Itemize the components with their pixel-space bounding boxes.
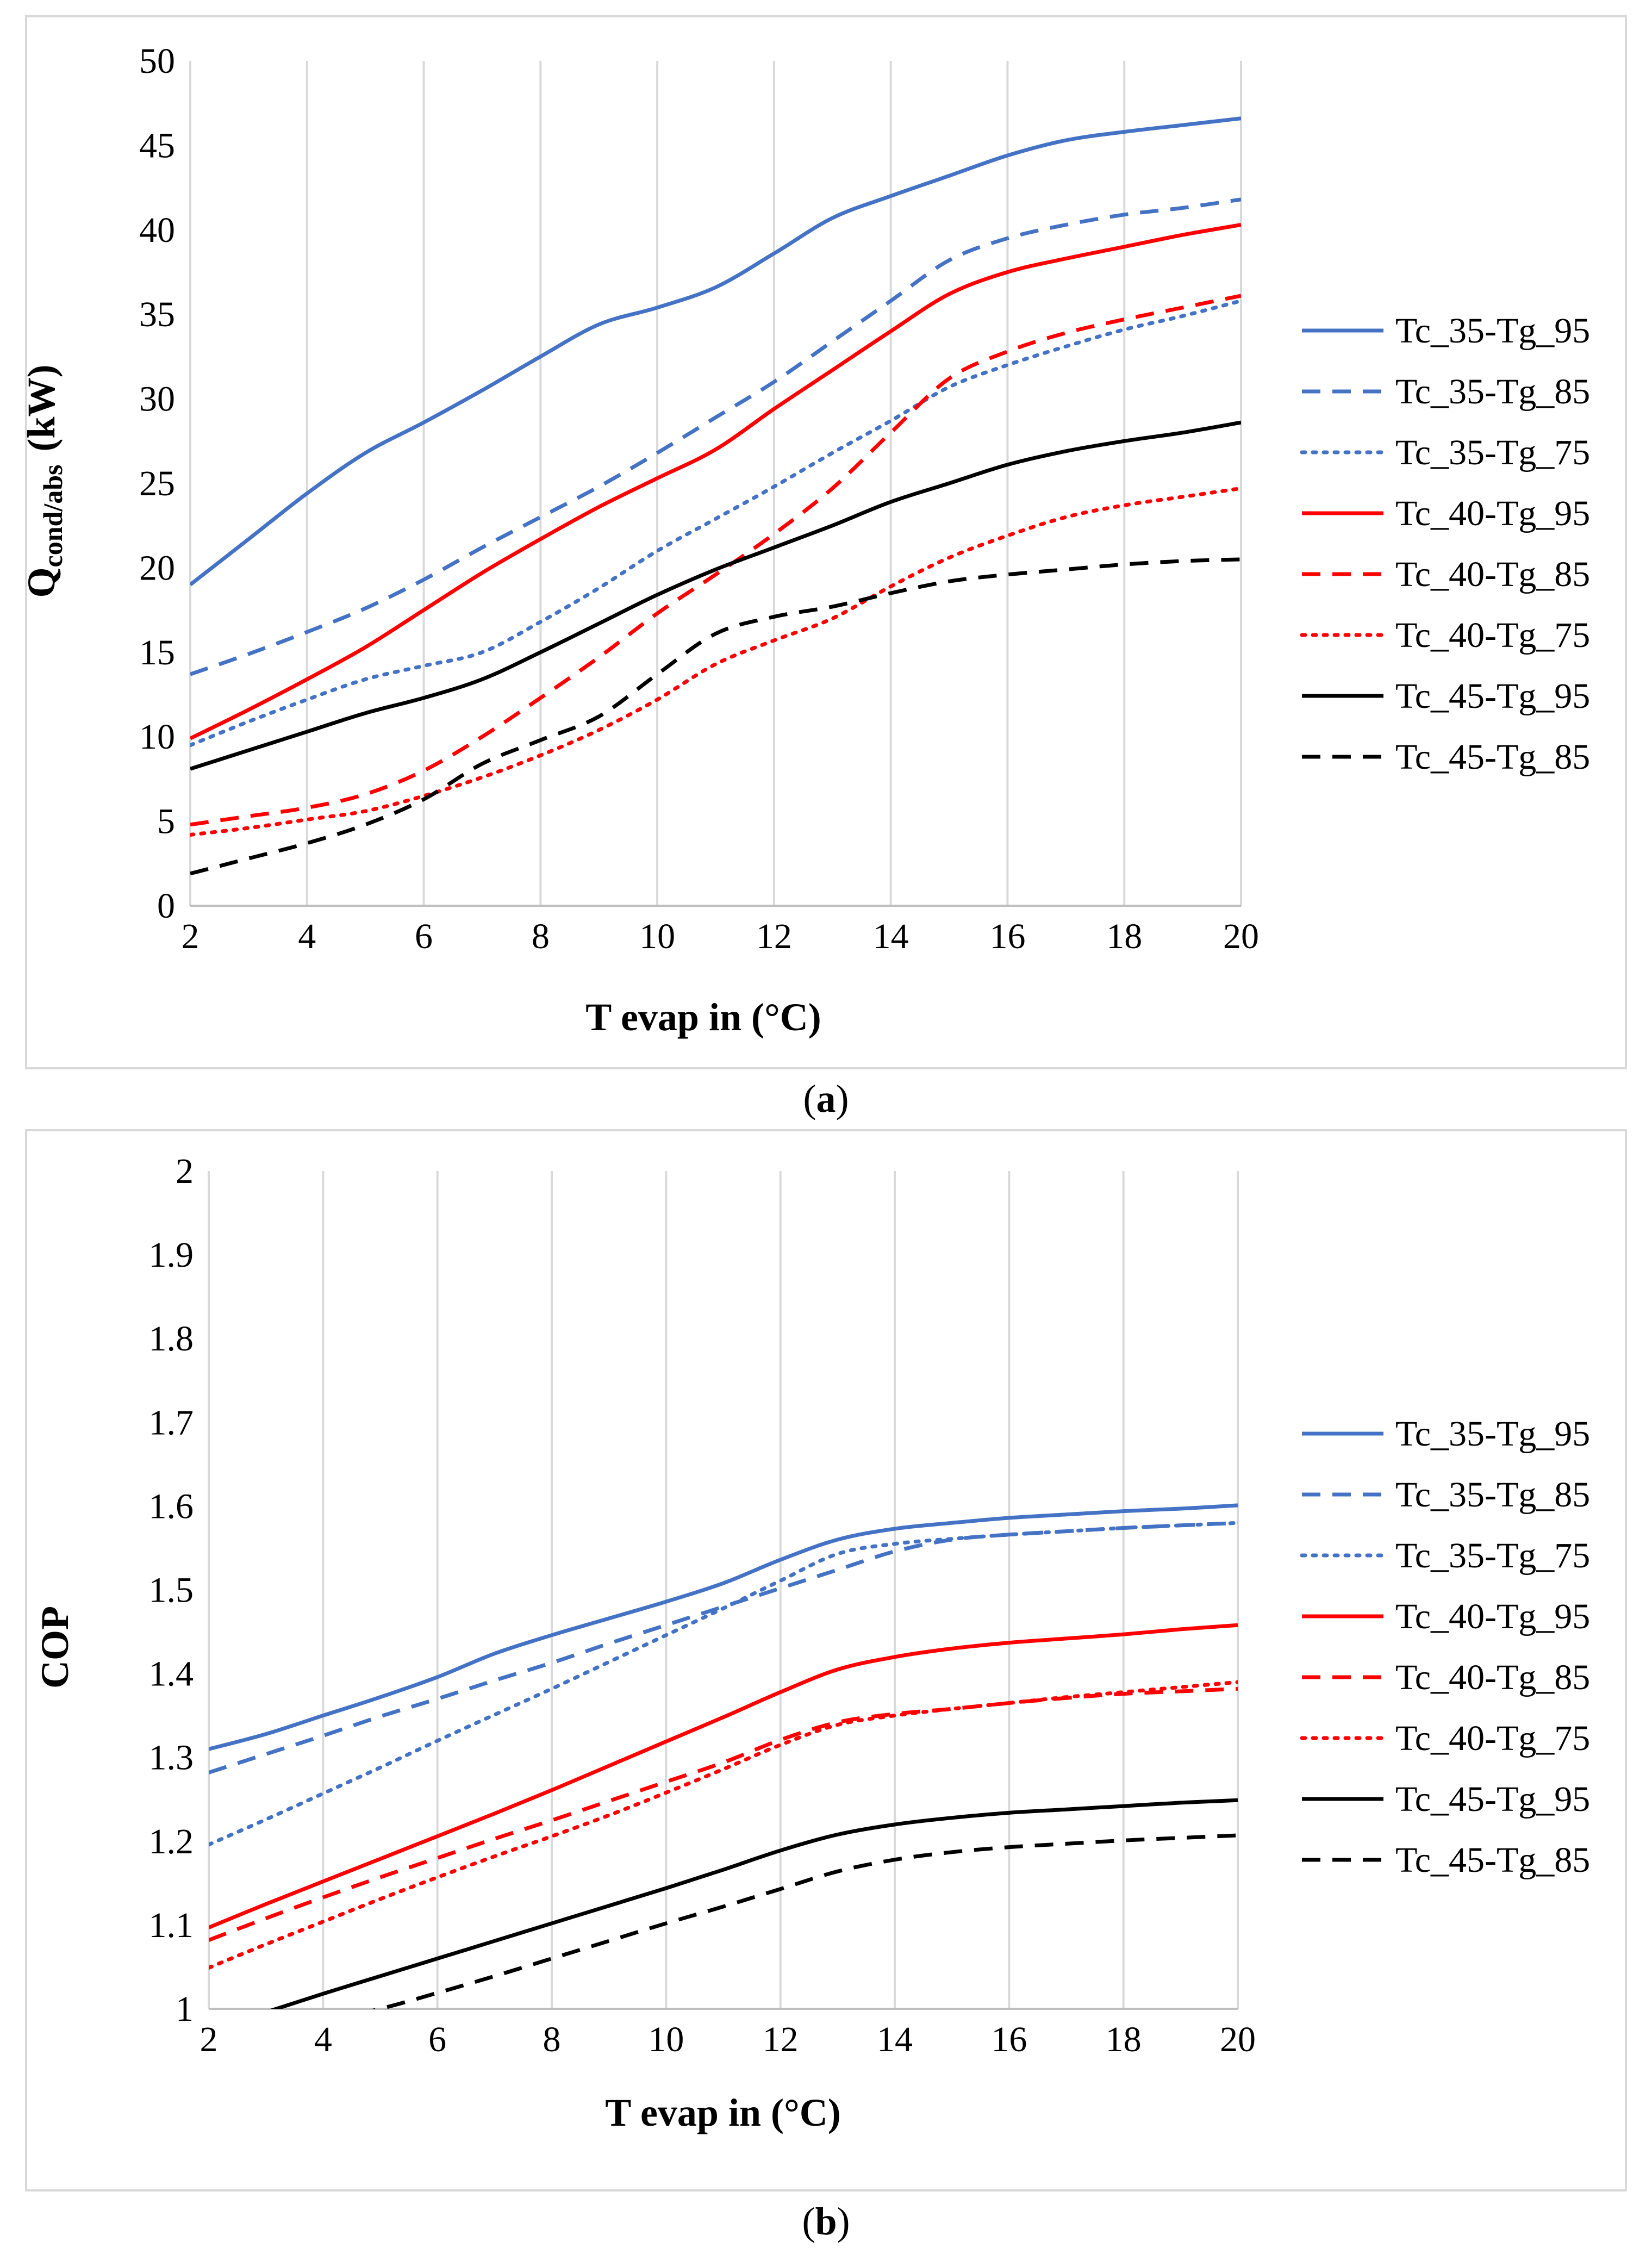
y-tick-label: 0 bbox=[157, 886, 175, 926]
y-tick-label: 25 bbox=[139, 464, 175, 503]
x-tick-label: 2 bbox=[200, 2020, 218, 2059]
panel-a-gridlines bbox=[189, 61, 1242, 907]
panel-a-ylabel-main: Q bbox=[20, 567, 63, 597]
series-line-Tc_45-Tg_95 bbox=[270, 1798, 1238, 2009]
series-line-Tc_40-Tg_85 bbox=[190, 294, 1241, 827]
panel-a-ylabel-unit: (kW) bbox=[20, 365, 63, 452]
y-tick-label: 1.9 bbox=[149, 1235, 194, 1275]
legend-label: Tc_45-Tg_95 bbox=[1395, 1779, 1590, 1819]
x-tick-label: 8 bbox=[543, 2020, 561, 2059]
x-tick-label: 14 bbox=[873, 917, 909, 956]
x-tick-label: 10 bbox=[639, 917, 675, 956]
legend-label: Tc_35-Tg_85 bbox=[1395, 372, 1590, 412]
legend-label: Tc_45-Tg_85 bbox=[1395, 1840, 1590, 1880]
series-line-Tc_40-Tg_95 bbox=[190, 223, 1241, 740]
series-line-Tc_45-Tg_95 bbox=[190, 420, 1241, 771]
legend-label: Tc_40-Tg_95 bbox=[1395, 494, 1590, 533]
series-line-Tc_35-Tg_95 bbox=[190, 116, 1241, 587]
series-line-Tc_35-Tg_75 bbox=[209, 1521, 1238, 1847]
series-line-Tc_35-Tg_95 bbox=[209, 1503, 1238, 1751]
series-line-Tc_45-Tg_85 bbox=[190, 557, 1241, 876]
panel-a-series bbox=[190, 116, 1241, 876]
y-tick-label: 10 bbox=[139, 717, 175, 757]
panel-b-gridlines bbox=[208, 1171, 1239, 2010]
y-tick-label: 30 bbox=[139, 379, 175, 419]
panel-a-tick-labels: 2 4 6 8 10 12 14 16 18 20 0 5 10 15 20 25 30 35 40 45 50 bbox=[139, 41, 1259, 956]
legend-label: Tc_45-Tg_95 bbox=[1395, 676, 1590, 716]
y-tick-label: 1 bbox=[176, 1989, 194, 2029]
y-tick-label: 1.2 bbox=[149, 1822, 194, 1861]
x-tick-label: 10 bbox=[648, 2020, 684, 2059]
legend-label: Tc_40-Tg_85 bbox=[1395, 555, 1590, 594]
panel-b-caption-letter: b bbox=[815, 2200, 837, 2243]
panel-b-legend: Tc_35-Tg_95 Tc_35-Tg_85 Tc_35-Tg_75 Tc_40-T… bbox=[1300, 1414, 1590, 1880]
x-tick-label: 12 bbox=[763, 2020, 799, 2059]
panel-b-xlabel: T evap in (°C) bbox=[605, 2091, 841, 2134]
x-tick-label: 14 bbox=[877, 2020, 913, 2059]
panel-b-caption: (b) bbox=[802, 2200, 850, 2243]
y-tick-label: 1.7 bbox=[149, 1403, 194, 1442]
panel-a-caption-letter: a bbox=[816, 1077, 836, 1120]
y-tick-label: 1.1 bbox=[149, 1906, 194, 1945]
legend-label: Tc_45-Tg_85 bbox=[1395, 737, 1590, 777]
x-tick-label: 20 bbox=[1220, 2020, 1256, 2059]
x-tick-label: 2 bbox=[182, 917, 200, 956]
panel-a-ylabel: Qcond/abs (kW) bbox=[20, 365, 68, 598]
y-tick-label: 35 bbox=[139, 295, 175, 334]
panel-b-series bbox=[209, 1503, 1238, 2009]
legend-label: Tc_35-Tg_95 bbox=[1395, 311, 1590, 351]
y-tick-label: 40 bbox=[139, 210, 175, 250]
legend-label: Tc_40-Tg_75 bbox=[1395, 1718, 1590, 1758]
legend-label: Tc_35-Tg_95 bbox=[1395, 1414, 1590, 1454]
y-tick-label: 1.6 bbox=[149, 1486, 194, 1526]
x-tick-label: 8 bbox=[532, 917, 550, 956]
y-tick-label: 50 bbox=[139, 41, 175, 81]
y-tick-label: 5 bbox=[157, 802, 175, 842]
x-tick-label: 18 bbox=[1106, 2020, 1142, 2059]
y-tick-label: 1.8 bbox=[149, 1319, 194, 1359]
series-line-Tc_35-Tg_75 bbox=[190, 298, 1241, 748]
panel-a-ylabel-sub: cond/abs bbox=[38, 465, 68, 568]
x-tick-label: 6 bbox=[428, 2020, 446, 2059]
legend-label: Tc_35-Tg_75 bbox=[1395, 433, 1590, 472]
series-line-Tc_45-Tg_85 bbox=[372, 1833, 1238, 2009]
panel-a-frame bbox=[25, 15, 1627, 1069]
series-line-Tc_40-Tg_75 bbox=[209, 1680, 1238, 1970]
legend-label: Tc_40-Tg_85 bbox=[1395, 1658, 1590, 1697]
legend-label: Tc_35-Tg_85 bbox=[1395, 1475, 1590, 1515]
legend-label: Tc_40-Tg_75 bbox=[1395, 615, 1590, 655]
series-line-Tc_35-Tg_85 bbox=[190, 197, 1241, 676]
panel-b-chart: 2 4 6 8 10 12 14 16 18 20 1 1.1 1.2 1.3 1.4 1.5 1.6 1.7 1.… bbox=[25, 1129, 1627, 2191]
y-tick-label: 1.4 bbox=[149, 1654, 194, 1694]
x-tick-label: 4 bbox=[314, 2020, 332, 2059]
y-tick-label: 2 bbox=[176, 1151, 194, 1191]
panel-a-xlabel: T evap in (°C) bbox=[585, 995, 821, 1039]
series-line-Tc_40-Tg_75 bbox=[190, 486, 1241, 837]
panel-a-caption: (a) bbox=[803, 1077, 849, 1120]
x-tick-label: 6 bbox=[415, 917, 433, 956]
legend-label: Tc_35-Tg_75 bbox=[1395, 1536, 1590, 1576]
x-tick-label: 4 bbox=[298, 917, 316, 956]
series-line-Tc_40-Tg_95 bbox=[209, 1623, 1238, 1929]
x-tick-label: 16 bbox=[989, 917, 1025, 956]
panel-b-frame bbox=[25, 1129, 1627, 2191]
panel-a-legend: Tc_35-Tg_95 Tc_35-Tg_85 Tc_35-Tg_75 Tc_40-T… bbox=[1300, 311, 1590, 777]
x-tick-label: 20 bbox=[1223, 917, 1259, 956]
y-tick-label: 45 bbox=[139, 126, 175, 165]
y-tick-label: 15 bbox=[139, 633, 175, 673]
x-tick-label: 12 bbox=[756, 917, 792, 956]
y-tick-label: 20 bbox=[139, 548, 175, 588]
x-tick-label: 18 bbox=[1106, 917, 1142, 956]
panel-b-ylabel: COP bbox=[33, 1606, 77, 1689]
x-tick-label: 16 bbox=[991, 2020, 1027, 2059]
y-tick-label: 1.5 bbox=[149, 1571, 194, 1610]
y-tick-label: 1.3 bbox=[149, 1738, 194, 1778]
panel-b-tick-labels: 2 4 6 8 10 12 14 16 18 20 1 1.1 1.2 1.3 1.4 1.5 1.6 1.7 1.… bbox=[149, 1151, 1256, 2059]
panel-a-chart: 2 4 6 8 10 12 14 16 18 20 0 5 10 15 20 25 30 35 40 45 50 T e… bbox=[20, 15, 1627, 1069]
legend-label: Tc_40-Tg_95 bbox=[1395, 1597, 1590, 1636]
